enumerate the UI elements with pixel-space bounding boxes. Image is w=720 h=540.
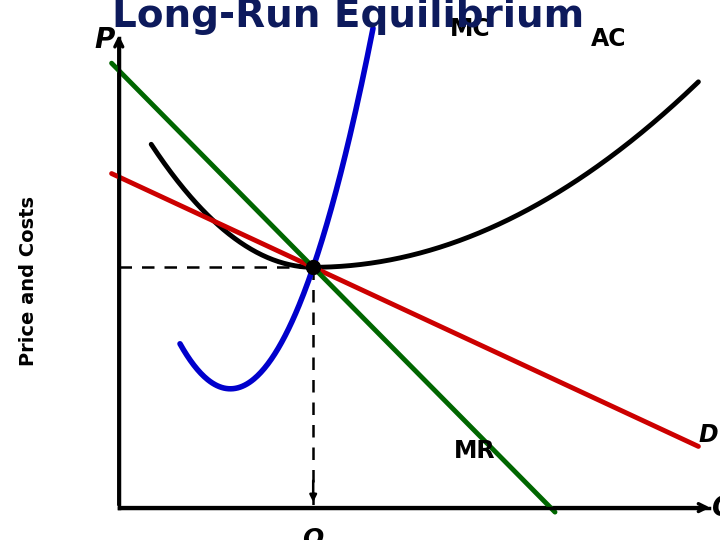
Text: D: D — [698, 423, 718, 447]
Text: Q: Q — [302, 526, 324, 540]
Text: AC: AC — [590, 28, 626, 51]
Text: P: P — [94, 26, 114, 55]
Text: MC: MC — [450, 17, 490, 40]
Text: Q: Q — [712, 494, 720, 522]
Text: Price and Costs: Price and Costs — [19, 196, 38, 366]
Text: Long-Run Equilibrium: Long-Run Equilibrium — [112, 0, 584, 35]
Text: MR: MR — [454, 439, 495, 463]
